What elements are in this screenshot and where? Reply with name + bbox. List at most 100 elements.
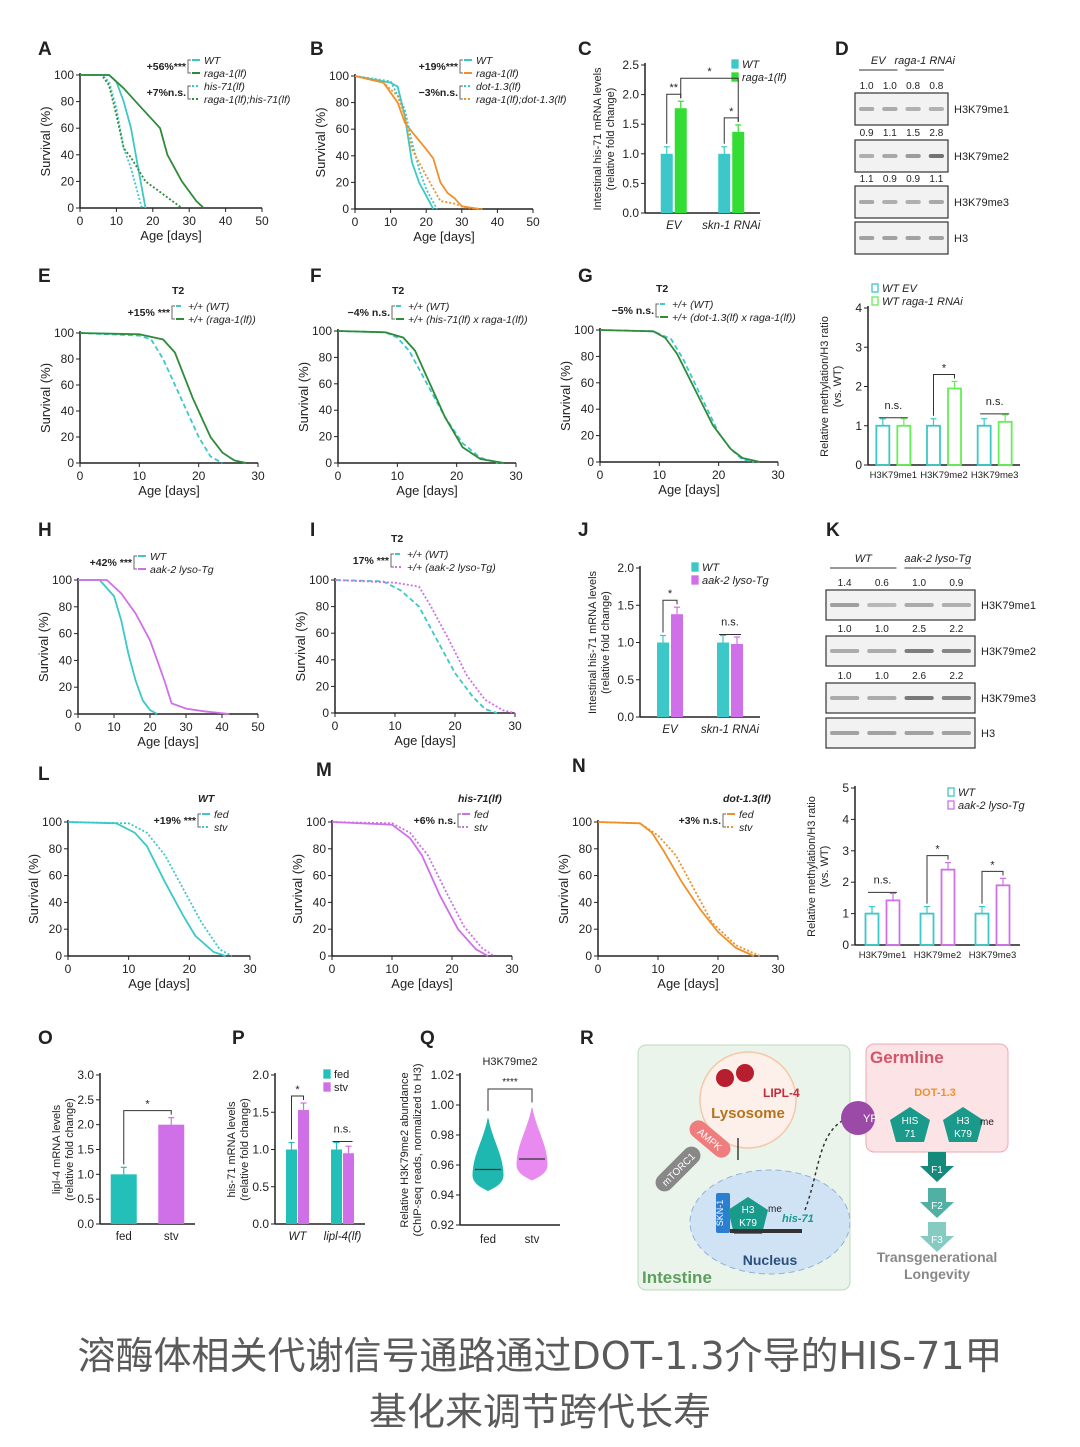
- bar: [343, 1153, 354, 1224]
- outcome-label: Transgenerational: [877, 1249, 998, 1265]
- stat-annotation: −3%n.s.: [419, 87, 458, 99]
- y-tick-label: 80: [316, 600, 330, 614]
- x-tick-label: 20: [711, 962, 725, 976]
- y-tick-label: 20: [49, 922, 63, 936]
- legend-label: +/+ (WT): [407, 549, 448, 561]
- blot-band: [928, 154, 944, 158]
- x-tick-label: 50: [526, 215, 540, 229]
- blot-band: [867, 696, 897, 700]
- bar: [298, 1110, 309, 1224]
- survival-curve-2: [337, 330, 505, 464]
- bar: [717, 642, 729, 717]
- blot-band: [882, 236, 898, 240]
- blot-band: [882, 200, 898, 204]
- stat-annotation: +15% ***: [128, 307, 171, 319]
- x-axis-label: Age [days]: [658, 482, 719, 497]
- bar: [940, 868, 956, 946]
- stat-annotation: +6% n.s.: [414, 815, 456, 827]
- generation-arrow-f3: [920, 1222, 954, 1252]
- x-tick-label: 30: [508, 719, 522, 733]
- blot-row-label: H3K79me3: [954, 197, 1009, 209]
- legend-header: dot-1.3(lf): [723, 793, 771, 805]
- y-tick-label: 80: [581, 349, 595, 363]
- blot-band: [882, 154, 898, 158]
- legend-label: his-71(lf): [204, 81, 245, 93]
- x-category-label: stv: [525, 1234, 540, 1246]
- y-tick-label: 0.0: [617, 710, 634, 724]
- y-tick-label: 2.0: [252, 1068, 269, 1082]
- lipase-icon: [716, 1069, 734, 1087]
- y-tick-label: 80: [59, 600, 73, 614]
- x-tick-label: 20: [146, 214, 160, 228]
- chart-panel-F: 0 20 40 60 80 100 0 10 20 30 Age [days] Survival (%…: [296, 285, 528, 498]
- y-tick-label: 0: [65, 707, 72, 721]
- x-category-label: H3K79me1: [859, 950, 907, 961]
- x-axis-label: Age [days]: [391, 976, 452, 991]
- y-tick-label: 80: [49, 842, 63, 856]
- x-axis-label: Age [days]: [137, 734, 198, 749]
- y-tick-label: 0.5: [252, 1180, 269, 1194]
- y-tick-label: 1.0: [622, 147, 639, 161]
- bar: [731, 643, 743, 717]
- blot-band: [867, 649, 897, 653]
- x-tick-label: 0: [77, 214, 84, 228]
- survival-curve-1: [599, 329, 755, 463]
- yolk-protein: [841, 1101, 875, 1135]
- caption-line-1: 溶酶体相关代谢信号通路通过DOT-1.3介导的HIS-71甲: [77, 1334, 1003, 1378]
- y-tick-label: 20: [581, 429, 595, 443]
- ampk-node: [689, 1120, 731, 1158]
- y-axis-label: Survival (%): [556, 854, 571, 924]
- legend-label: WT: [958, 787, 976, 799]
- x-tick-label: 30: [771, 962, 785, 976]
- legend-label: WT raga-1 RNAi: [882, 296, 963, 308]
- y-tick-label: 100: [309, 573, 329, 587]
- skn1-label: SKN-1: [715, 1200, 725, 1227]
- blot-band: [941, 603, 971, 607]
- band-quantification: 1.0: [883, 81, 897, 92]
- x-axis-label: Age [days]: [396, 483, 457, 498]
- significance-label: **: [669, 82, 678, 94]
- stat-bracket: [390, 553, 394, 568]
- y-axis-label: (relative fold change): [605, 88, 617, 191]
- stat-bracket: [171, 305, 175, 320]
- h3-germline-label: H3: [957, 1116, 970, 1127]
- band-quantification: 1.4: [838, 578, 852, 589]
- legend-header: WT: [198, 793, 216, 805]
- y-tick-label: 80: [313, 842, 327, 856]
- generation-label-f2: F2: [931, 1201, 943, 1212]
- y-tick-label: 20: [61, 174, 75, 188]
- y-tick-label: 0.0: [252, 1217, 269, 1231]
- x-tick-label: 0: [75, 720, 82, 734]
- y-tick-label: 0.0: [622, 206, 639, 220]
- bar: [919, 912, 935, 946]
- his71-gene-label: his-71: [782, 1213, 814, 1225]
- y-axis-label: lipl-4 mRNA levels: [51, 1104, 63, 1194]
- x-category-label: H3K79me3: [969, 950, 1017, 961]
- y-tick-label: 40: [336, 149, 350, 163]
- y-tick-label: 0.92: [431, 1218, 455, 1232]
- chart-panel-G: 0 20 40 60 80 100 0 10 20 30 Age [days] Survival (%…: [558, 283, 796, 497]
- y-axis-label: Intestinal his-71 mRNA levels: [587, 570, 599, 714]
- generation-arrow-f1: [920, 1152, 954, 1182]
- survival-curve-1: [354, 75, 435, 210]
- y-axis-label: Intestinal his-71 mRNA levels: [592, 67, 604, 211]
- x-tick-label: 0: [332, 719, 339, 733]
- panel-label-E: E: [38, 266, 51, 287]
- legend-label: raga-1(lf): [742, 72, 787, 84]
- band-quantification: 1.0: [912, 578, 926, 589]
- blot-band: [905, 107, 921, 111]
- blot-band: [904, 649, 934, 653]
- blot-band: [830, 603, 860, 607]
- y-tick-label: 4: [842, 812, 849, 826]
- bar: [158, 1124, 185, 1224]
- panel-label-P: P: [232, 1028, 245, 1049]
- blot-row-label: H3K79me2: [981, 646, 1036, 658]
- blot-band: [882, 107, 898, 111]
- y-tick-label: 0: [842, 938, 849, 952]
- bar: [331, 1149, 342, 1224]
- panel-label-H: H: [38, 520, 52, 541]
- legend-header: his-71(lf): [458, 793, 502, 805]
- legend-swatch: [731, 59, 739, 69]
